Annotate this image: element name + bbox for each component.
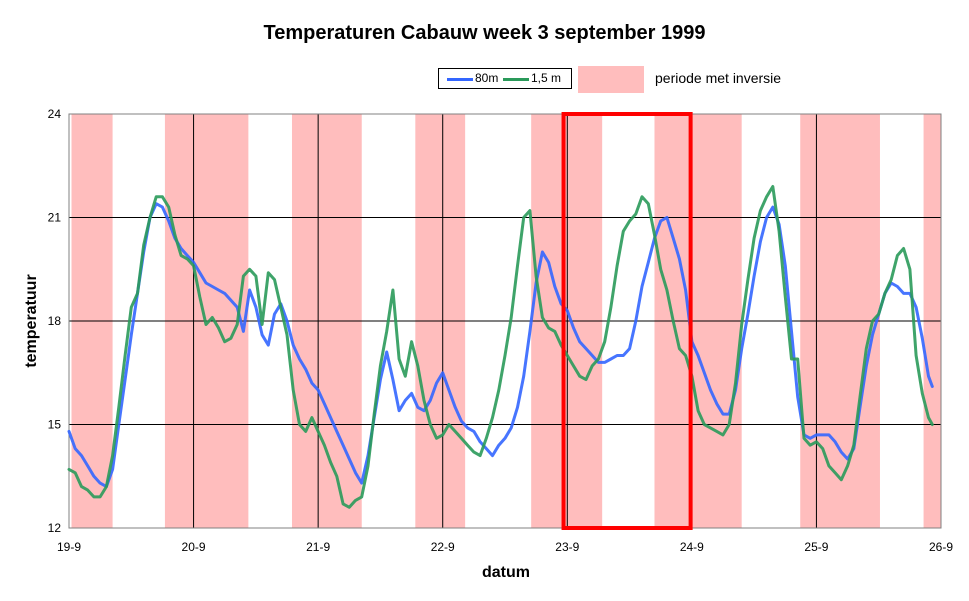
y-tick-label: 12 <box>48 521 62 535</box>
y-tick-label: 21 <box>48 211 62 225</box>
legend-inversion-label: periode met inversie <box>655 70 782 86</box>
legend-inversion-swatch <box>578 66 644 93</box>
plot-border <box>68 113 942 529</box>
y-tick-label: 24 <box>48 107 62 121</box>
legend-line-1-5m <box>503 78 529 81</box>
y-tick-label: 18 <box>48 314 62 328</box>
x-tick-label: 24-9 <box>680 540 704 554</box>
y-axis-label: temperatuur <box>23 274 40 368</box>
x-tick-label: 23-9 <box>555 540 579 554</box>
x-tick-label: 26-9 <box>929 540 953 554</box>
legend: 80m 1,5 m <box>438 68 572 89</box>
highlight-box <box>561 112 693 530</box>
series-lines <box>67 185 934 509</box>
x-tick-label: 25-9 <box>804 540 828 554</box>
x-tick-label: 19-9 <box>57 540 81 554</box>
x-tick-label: 21-9 <box>306 540 330 554</box>
y-tick-label: 15 <box>48 418 62 432</box>
chart-title: Temperaturen Cabauw week 3 september 199… <box>263 22 706 44</box>
x-tick-label: 20-9 <box>182 540 206 554</box>
tick-labels: 12 15 18 21 24 19-9 20-9 21-9 22-9 23-9 24-9 25-9 26… <box>48 107 954 554</box>
legend-label-80m: 80m <box>475 71 499 85</box>
legend-label-1-5m: 1,5 m <box>531 71 562 85</box>
series-line-1-5-m <box>67 185 934 509</box>
x-tick-label: 22-9 <box>431 540 455 554</box>
legend-line-80m <box>447 78 473 81</box>
series-line-80m <box>67 202 934 489</box>
x-axis-label: datum <box>482 564 530 581</box>
